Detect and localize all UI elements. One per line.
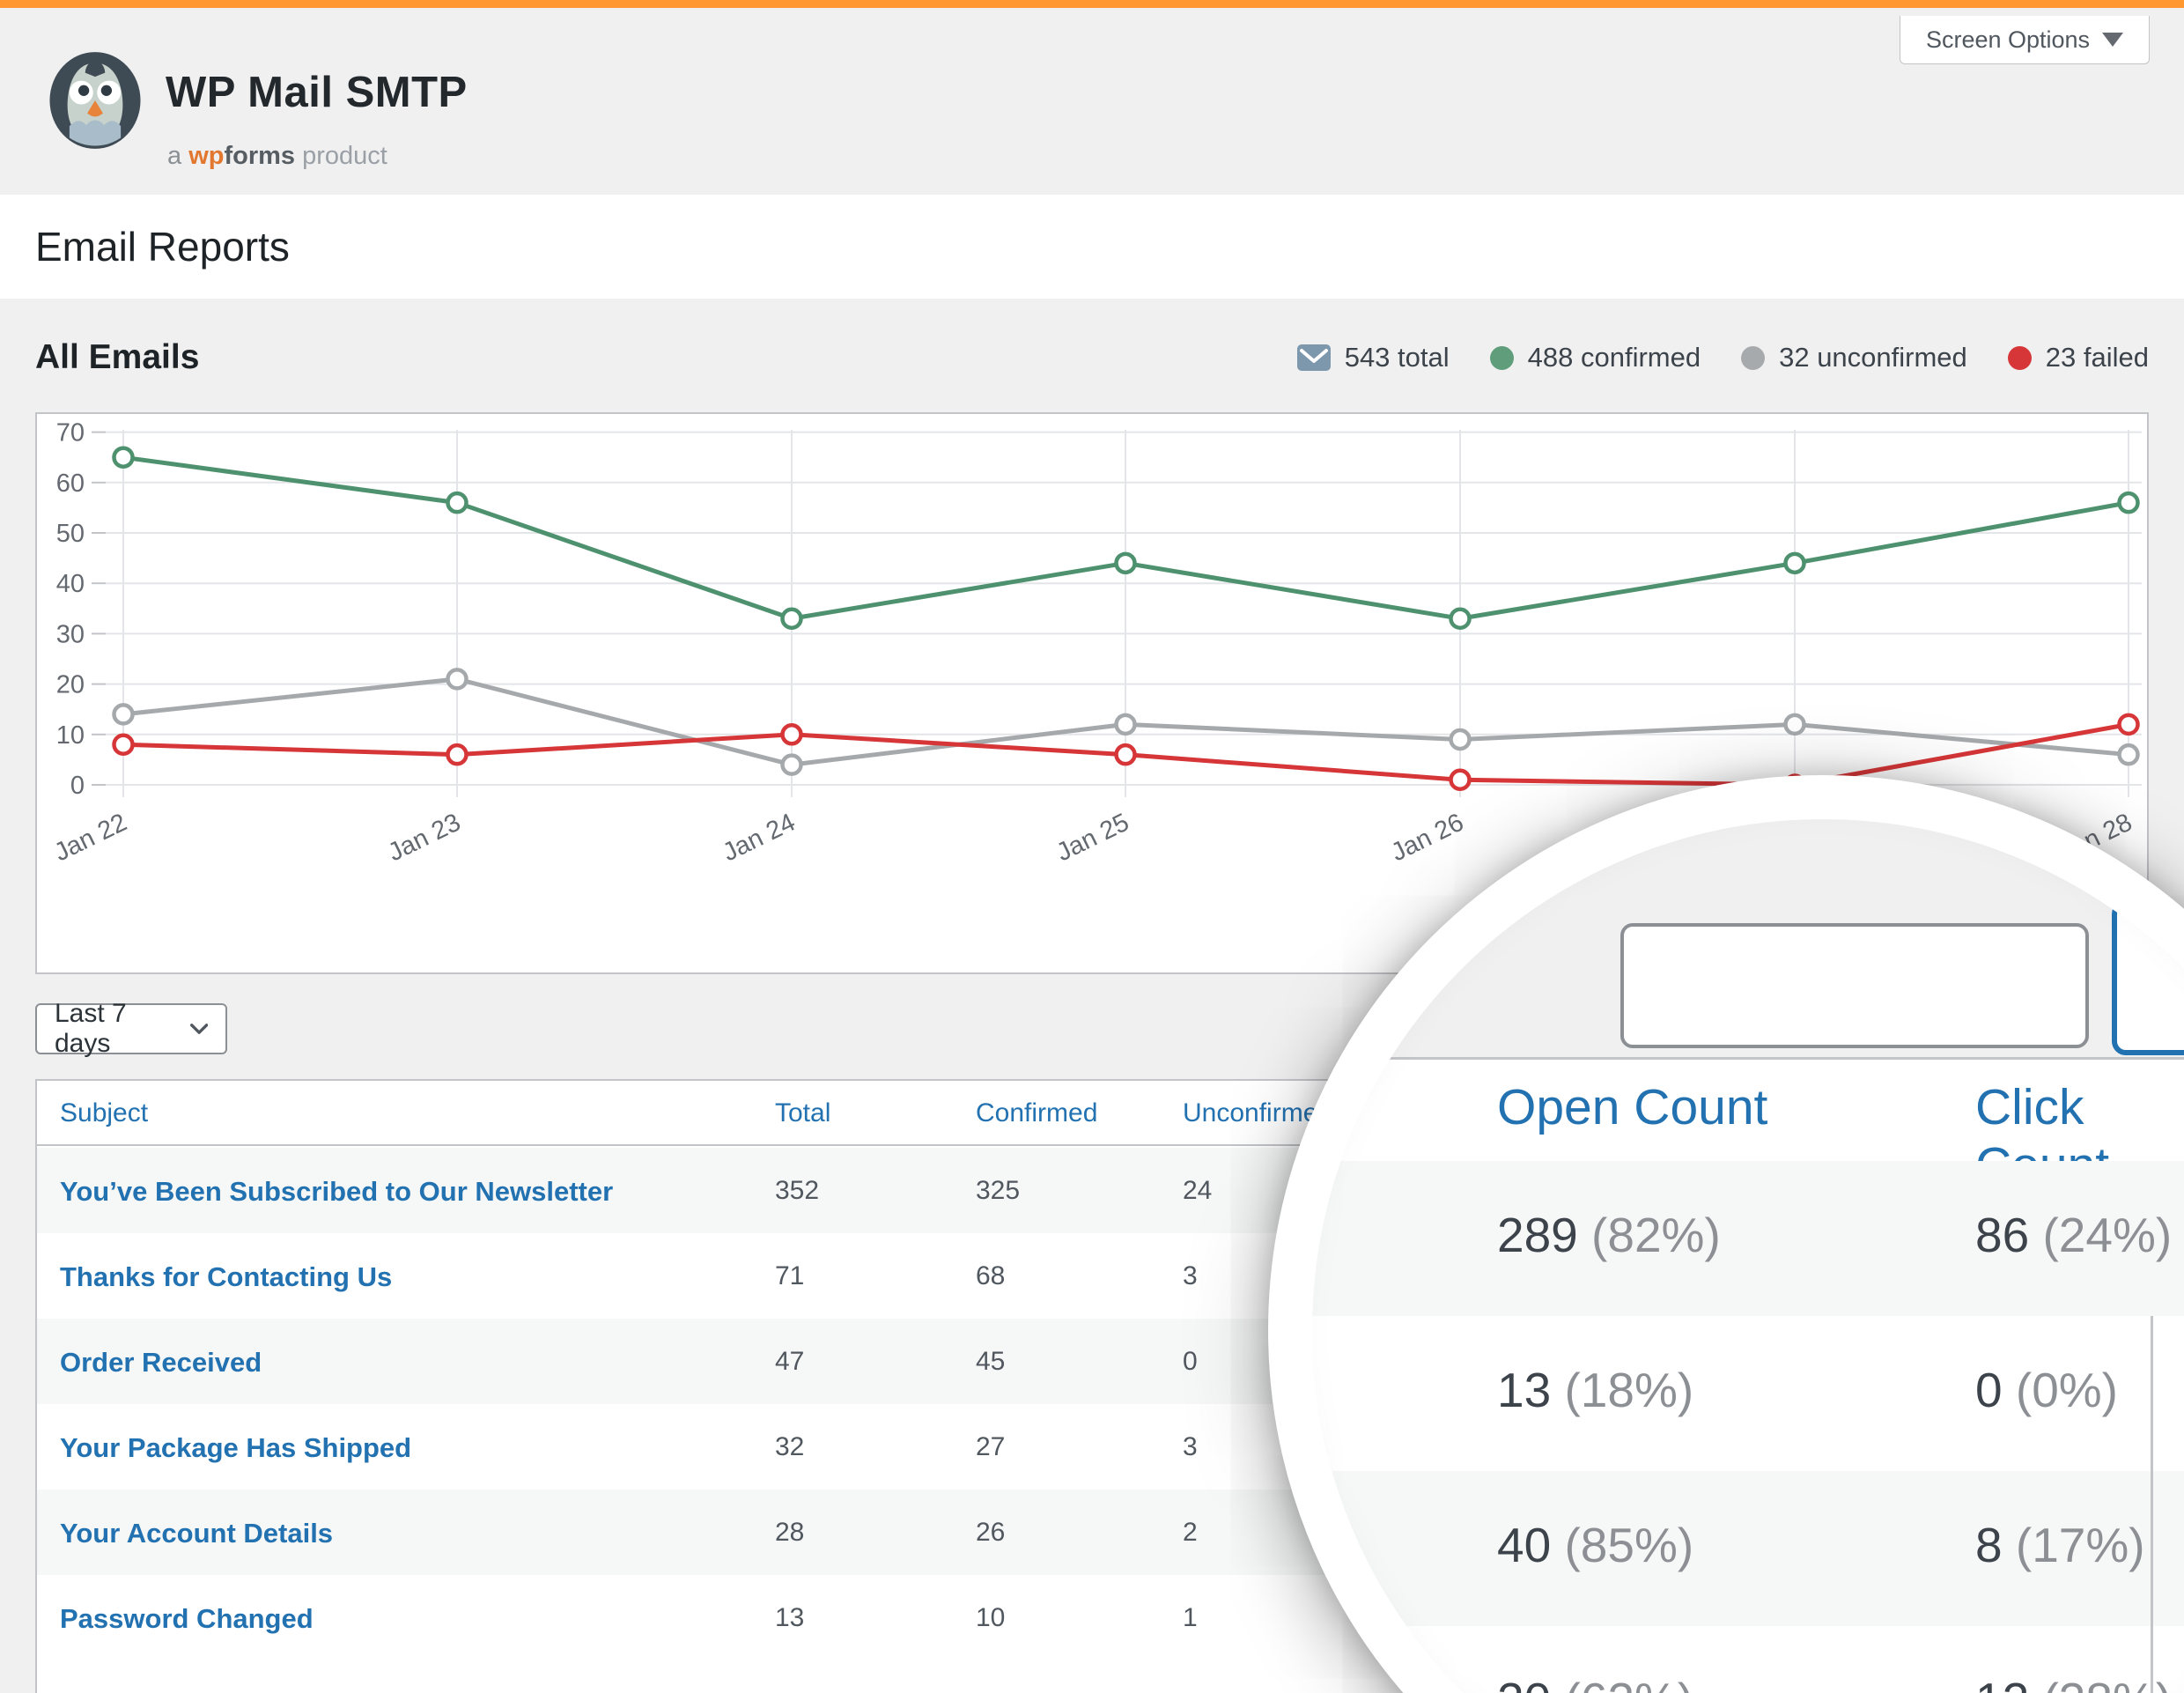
click-count-value: 86 (24%): [1975, 1208, 2173, 1262]
click-count-value: 0 (0%): [1975, 1363, 2118, 1417]
legend-unconfirmed-label: 32 unconfirmed: [1779, 342, 1967, 373]
confirmed-value: 27: [976, 1432, 1006, 1461]
confirmed-value: 325: [976, 1176, 1021, 1205]
legend-total: 543 total: [1296, 342, 1450, 373]
dot-icon: [1489, 345, 1514, 370]
magnified-search-input[interactable]: [1620, 923, 2089, 1048]
date-range-select[interactable]: Last 7 days: [35, 999, 227, 1058]
subject-link[interactable]: Your Package Has Shipped: [60, 1432, 412, 1463]
subject-link[interactable]: Your Account Details: [60, 1518, 334, 1549]
magnified-table-row: 20 (62%) 12 (38%): [1312, 1626, 2184, 1693]
magnifier-content: Open Count Click Count 289 (82%)86 (24%)…: [1312, 819, 2184, 1693]
unconfirmed-value: 24: [1183, 1176, 1213, 1205]
svg-text:Jan 22: Jan 22: [50, 809, 131, 868]
magnified-table-row: 40 (85%) 8 (17%): [1312, 1471, 2184, 1626]
svg-text:70: 70: [56, 419, 85, 447]
screen-options-button[interactable]: Screen Options: [1900, 16, 2150, 64]
click-count-value: 8 (17%): [1975, 1518, 2145, 1572]
total-value: 28: [775, 1518, 805, 1547]
legend-failed: 23 failed: [2007, 342, 2149, 373]
unconfirmed-value: 3: [1183, 1261, 1198, 1290]
app-subtitle: a wpforms product: [167, 142, 387, 170]
envelope-icon: [1296, 344, 1331, 371]
open-count-value: 40 (85%): [1497, 1518, 1694, 1572]
legend-total-label: 543 total: [1344, 342, 1450, 373]
total-value: 352: [775, 1176, 820, 1205]
legend-confirmed-label: 488 confirmed: [1527, 342, 1701, 373]
chevron-down-icon: [2102, 33, 2124, 47]
dot-icon: [1741, 345, 1766, 370]
magnifier-lens: Open Count Click Count 289 (82%)86 (24%)…: [1268, 775, 2184, 1693]
legend-confirmed: 488 confirmed: [1489, 342, 1701, 373]
column-header-total[interactable]: Total: [775, 1098, 831, 1127]
wpforms-forms-text: forms: [224, 142, 296, 170]
svg-text:40: 40: [56, 570, 85, 598]
click-count-value: 12 (38%): [1975, 1672, 2172, 1693]
app-title: WP Mail SMTP: [166, 69, 468, 116]
svg-text:Jan 23: Jan 23: [384, 809, 465, 868]
open-count-value: 289 (82%): [1497, 1208, 1721, 1262]
svg-text:50: 50: [56, 520, 85, 548]
table-row: Thanks for Contacting Us 71 68 3: [37, 1233, 2147, 1319]
table-row: Your Package Has Shipped 32 27 3: [37, 1404, 2147, 1490]
all-emails-heading: All Emails: [35, 338, 200, 376]
wp-mail-smtp-pigeon-logo: [46, 48, 144, 152]
legend-failed-label: 23 failed: [2045, 342, 2149, 373]
column-header-confirmed[interactable]: Confirmed: [976, 1098, 1098, 1127]
unconfirmed-value: 2: [1183, 1518, 1198, 1547]
magnified-search-button[interactable]: [2112, 900, 2184, 1055]
confirmed-value: 68: [976, 1261, 1006, 1290]
svg-text:Jan 25: Jan 25: [1052, 809, 1133, 868]
svg-text:0: 0: [70, 772, 85, 800]
confirmed-value: 45: [976, 1347, 1006, 1376]
screen-options-label: Screen Options: [1925, 26, 2091, 53]
app-header: WP Mail SMTP a wpforms product Screen Op…: [0, 8, 2184, 195]
top-accent-bar: [0, 0, 2184, 8]
column-header-subject[interactable]: Subject: [60, 1098, 149, 1127]
svg-text:Jan 24: Jan 24: [719, 809, 800, 868]
chevron-down-icon: [189, 1024, 208, 1034]
total-value: 71: [775, 1261, 805, 1290]
wpforms-wp-text: wp: [188, 142, 225, 170]
unconfirmed-value: 3: [1183, 1432, 1198, 1461]
subject-link[interactable]: Password Changed: [60, 1603, 314, 1634]
subject-link[interactable]: Order Received: [60, 1347, 262, 1378]
subject-link[interactable]: You’ve Been Subscribed to Our Newsletter: [60, 1176, 614, 1207]
page-title: Email Reports: [35, 224, 290, 270]
magnified-table-row: 13 (18%) 0 (0%): [1312, 1316, 2184, 1471]
svg-text:30: 30: [56, 620, 85, 648]
open-count-value: 20 (62%): [1497, 1672, 1693, 1693]
column-header-open-count[interactable]: Open Count: [1497, 1079, 1768, 1135]
subject-link[interactable]: Thanks for Contacting Us: [60, 1261, 393, 1292]
total-value: 13: [775, 1603, 805, 1632]
total-value: 47: [775, 1347, 805, 1376]
legend-unconfirmed: 32 unconfirmed: [1741, 342, 1967, 373]
svg-text:60: 60: [56, 469, 85, 498]
magnified-table-border: [2151, 1316, 2153, 1693]
open-count-value: 13 (18%): [1497, 1363, 1694, 1417]
dot-icon: [2007, 345, 2032, 370]
confirmed-value: 26: [976, 1518, 1006, 1547]
svg-text:20: 20: [56, 671, 85, 699]
page-title-band: Email Reports: [0, 195, 2184, 299]
unconfirmed-value: 1: [1183, 1603, 1198, 1632]
svg-text:10: 10: [56, 721, 85, 750]
confirmed-value: 10: [976, 1603, 1006, 1632]
date-range-selected-value: Last 7 days: [55, 999, 127, 1058]
unconfirmed-value: 0: [1183, 1347, 1198, 1376]
chart-legend: 543 total 488 confirmed 32 unconfirmed 2…: [1296, 342, 2149, 373]
total-value: 32: [775, 1432, 805, 1461]
table-row: Password Changed131012: [37, 1575, 2147, 1660]
magnified-table-row: 289 (82%) 86 (24%): [1312, 1161, 2184, 1316]
